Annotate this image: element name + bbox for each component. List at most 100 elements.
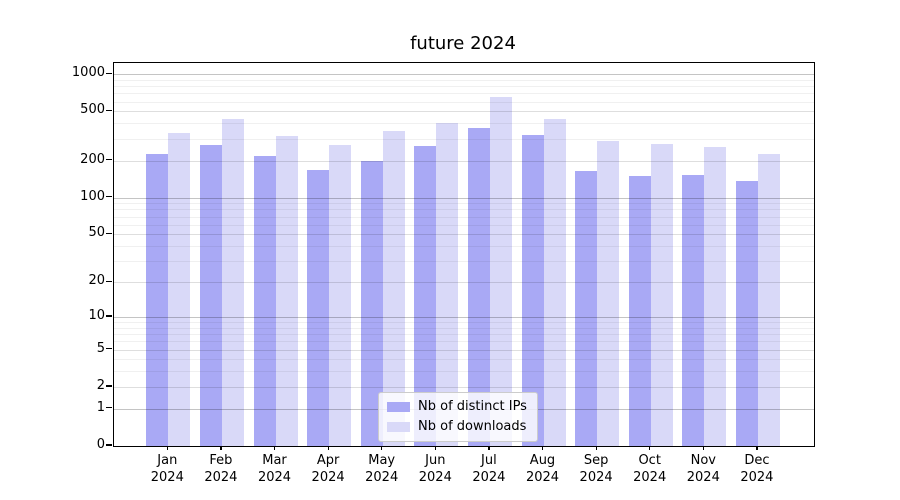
bar-downloads [650,143,673,446]
bar-distinct-ips [575,170,598,446]
bar-downloads [436,123,459,446]
bar-downloads [597,140,620,446]
y-axis-tick [106,72,112,74]
x-axis-tick-label-month: Feb [209,453,233,468]
minor-gridline [114,86,814,88]
x-axis-tick-label-month: Sep [583,453,609,468]
bar-downloads [382,131,405,446]
x-axis-tick-label-year: 2024 [472,470,506,485]
x-axis-tick-label-year: 2024 [257,470,292,485]
x-axis-tick-label-month: Apr [316,453,340,468]
major-gridline [114,160,814,162]
bar-downloads [543,119,566,446]
bar-downloads [221,118,244,446]
minor-gridline [114,224,814,226]
x-axis-tick-label: Aug 2024 [511,452,575,486]
major-gridline [114,316,814,318]
major-gridline [114,197,814,199]
minor-gridline [114,359,814,361]
x-axis-tick-label-year: 2024 [740,470,774,485]
legend-label-downloads: Nb of downloads [418,419,527,434]
x-axis-tick [595,445,597,450]
bar-distinct-ips [521,135,544,446]
x-axis-tick-label-month: Nov [690,453,716,468]
x-axis-tick [273,445,276,450]
major-gridline [114,74,814,76]
minor-gridline [114,216,814,218]
y-axis-tick-label: 100 [80,188,105,204]
legend-swatch-downloads [387,421,410,432]
plot-area: Nb of distinct IPs Nb of downloads [113,62,815,447]
x-axis-tick-label-year: 2024 [633,470,667,485]
x-axis-tick-label-month: Jan [157,453,178,468]
y-axis-tick [106,444,112,446]
x-axis-tick-label-month: May [368,453,396,468]
y-axis-tick [106,407,112,409]
x-axis-tick-label-year: 2024 [686,470,720,485]
bar-distinct-ips [414,146,437,446]
chart-title: future 2024 [410,33,516,54]
y-axis-tick [106,280,112,282]
x-axis-tick-label: Nov 2024 [671,452,735,486]
bar-downloads [757,154,780,446]
y-axis-tick [106,315,112,317]
minor-gridline [114,341,814,343]
x-axis-tick-label-year: 2024 [311,470,345,485]
x-axis-tick-label: Apr 2024 [296,452,360,486]
x-axis-tick-label-year: 2024 [365,470,399,485]
bar-distinct-ips [253,156,276,446]
x-axis-tick-label: Jun 2024 [403,452,467,486]
legend-entry-distinct-ips: Nb of distinct IPs [387,399,527,414]
x-axis-tick [541,445,544,450]
minor-gridline [114,93,814,95]
legend-label-distinct-ips: Nb of distinct IPs [418,399,527,414]
bar-downloads [329,145,352,446]
minor-gridline [114,334,814,336]
x-axis-tick-label: Feb 2024 [189,452,253,486]
x-axis-tick-label: Jul 2024 [457,452,521,486]
minor-gridline [114,138,814,140]
x-axis-tick [220,445,222,450]
minor-gridline [114,203,814,205]
y-axis-tick-label: 10 [88,307,105,323]
bar-distinct-ips [146,153,169,446]
bar-distinct-ips [360,160,383,446]
x-axis-tick-label: Dec 2024 [725,452,789,486]
y-axis-tick-label: 200 [80,151,105,167]
major-gridline [114,386,814,388]
bar-distinct-ips [467,128,490,446]
bar-downloads [489,96,512,446]
x-axis-tick-label: Mar 2024 [243,452,307,486]
x-axis-tick-label-month: Oct [638,453,661,468]
minor-gridline [114,101,814,103]
minor-gridline [114,123,814,125]
x-axis-tick [381,445,383,450]
minor-gridline [114,246,814,248]
bar-downloads [275,136,298,446]
minor-gridline [114,371,814,373]
y-axis-tick-label: 20 [88,273,105,289]
x-axis-tick-label-month: Mar [262,453,287,468]
major-gridline [114,111,814,113]
y-axis-tick [106,195,112,198]
minor-gridline [114,322,814,324]
minor-gridline [114,327,814,329]
y-axis-tick [106,109,112,112]
x-axis-tick [327,445,329,450]
y-axis-tick [106,232,112,235]
y-axis-tick-label: 2 [96,377,105,393]
major-gridline [114,282,814,284]
x-axis-tick-label-year: 2024 [579,470,613,485]
major-gridline [114,349,814,351]
x-axis-tick-label-month: Dec [744,453,770,468]
x-axis-tick-label-month: Jul [481,453,497,468]
major-gridline [114,234,814,236]
y-axis-tick-label: 500 [80,102,105,118]
y-axis-tick-label: 5 [96,340,105,356]
x-axis-tick [434,445,436,450]
x-axis-tick-label: Jan 2024 [135,452,199,486]
x-axis-tick-label-year: 2024 [150,470,184,485]
x-axis-tick-label: Oct 2024 [618,452,682,486]
bar-distinct-ips [735,181,758,446]
